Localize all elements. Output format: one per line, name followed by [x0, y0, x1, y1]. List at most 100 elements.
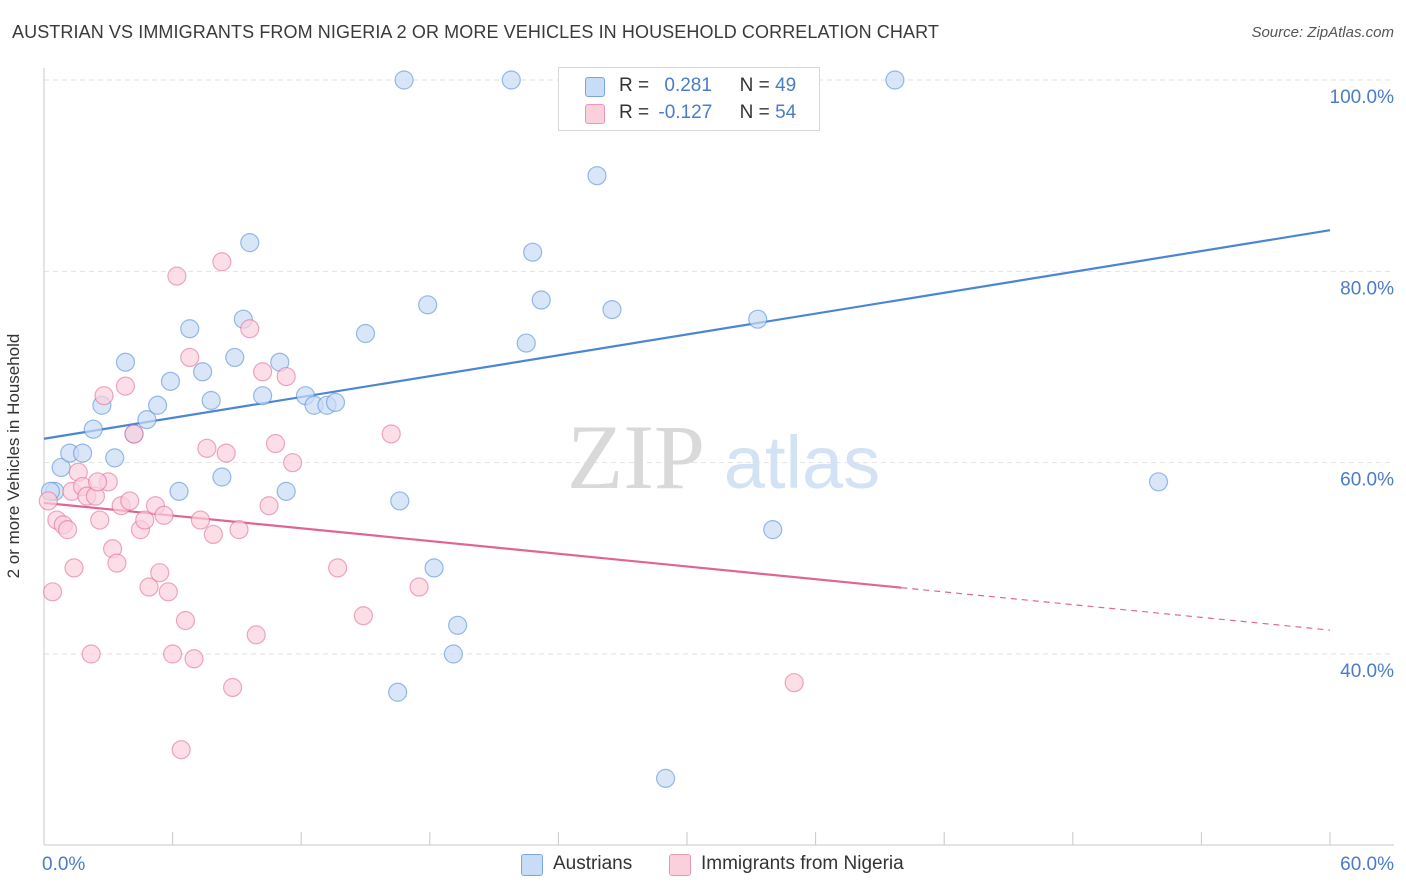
data-point	[381, 424, 401, 444]
data-point	[276, 366, 296, 387]
data-point	[105, 448, 125, 468]
data-point	[169, 481, 189, 501]
watermark: ZIP atlas	[567, 406, 880, 508]
data-point	[167, 266, 187, 286]
data-point	[418, 295, 438, 315]
data-point	[784, 673, 804, 693]
x-tick-label: 60.0%	[1340, 854, 1394, 875]
legend-r-value: -0.127	[658, 102, 713, 123]
data-point	[150, 563, 170, 583]
series-austrians	[40, 70, 1169, 788]
data-point	[163, 644, 183, 664]
legend-swatch-nigeria	[585, 104, 605, 124]
y-tick-label: 60.0%	[1340, 470, 1394, 491]
legend-label-nigeria: Immigrants from Nigeria	[701, 853, 904, 874]
grid-lines	[44, 79, 1394, 655]
tick-labels: 100.0% 80.0% 60.0% 40.0% 0.0% 60.0%	[42, 87, 1394, 875]
data-point	[216, 443, 236, 463]
data-point	[124, 424, 144, 444]
data-point	[448, 615, 468, 635]
data-point	[587, 166, 607, 186]
data-point	[355, 323, 376, 344]
data-point	[388, 682, 408, 702]
data-point	[390, 491, 410, 511]
data-point	[87, 472, 108, 492]
data-point	[137, 410, 157, 430]
data-point	[225, 347, 245, 368]
legend-swatch-austrians	[585, 77, 605, 97]
data-point	[240, 233, 260, 253]
data-point	[72, 443, 93, 463]
data-point	[259, 496, 279, 516]
legend-n-label: N =	[739, 75, 770, 96]
data-point	[94, 386, 114, 406]
data-point	[325, 392, 346, 412]
data-point	[531, 290, 551, 310]
data-point	[443, 644, 463, 664]
data-point	[154, 505, 174, 525]
watermark-zip: ZIP	[567, 406, 705, 508]
data-point	[1148, 472, 1169, 492]
y-tick-label: 80.0%	[1340, 278, 1394, 299]
data-point	[57, 520, 78, 540]
data-point	[394, 70, 414, 90]
data-point	[42, 582, 63, 602]
data-point	[283, 453, 303, 473]
data-point	[180, 319, 200, 339]
data-point	[409, 577, 429, 597]
legend-r-value: 0.281	[664, 75, 712, 96]
data-point	[253, 362, 273, 382]
data-point	[193, 362, 213, 382]
data-point	[139, 577, 159, 597]
data-point	[158, 582, 178, 602]
data-point	[175, 610, 196, 631]
legend-n-value: 54	[775, 102, 797, 123]
source-note: Source: ZipAtlas.com	[1251, 24, 1394, 41]
data-point	[81, 644, 101, 664]
data-points	[38, 70, 1169, 788]
data-point	[229, 520, 249, 540]
axes	[43, 68, 1394, 846]
data-point	[184, 649, 204, 669]
data-point	[602, 300, 622, 320]
y-tick-label: 100.0%	[1330, 87, 1395, 108]
y-axis-label: 2 or more Vehicles in Household	[4, 333, 23, 579]
data-point	[212, 252, 232, 272]
data-point	[246, 625, 266, 645]
data-point	[120, 491, 140, 511]
data-point	[180, 347, 200, 368]
legend-r-label: R =	[619, 102, 650, 123]
data-point	[115, 352, 136, 372]
data-point	[171, 740, 191, 760]
data-point	[501, 70, 521, 90]
data-point	[523, 242, 543, 262]
data-point	[212, 467, 232, 487]
y-tick-label: 40.0%	[1340, 661, 1394, 682]
series-legend: Austrians Immigrants from Nigeria	[0, 852, 1406, 878]
data-point	[276, 481, 296, 501]
data-point	[90, 510, 110, 530]
data-point	[748, 309, 768, 329]
data-point	[424, 558, 444, 578]
data-point	[135, 510, 155, 530]
data-point	[83, 419, 103, 439]
chart-title: AUSTRIAN VS IMMIGRANTS FROM NIGERIA 2 OR…	[12, 22, 939, 42]
data-point	[353, 606, 373, 626]
data-point	[655, 768, 676, 788]
legend-n-label: N =	[739, 102, 770, 123]
data-point	[190, 510, 211, 530]
data-point	[265, 433, 286, 454]
stats-legend: R = 0.281 N = 49 R = -0.127 N = 54	[558, 67, 820, 131]
data-point	[147, 395, 168, 415]
data-point	[107, 553, 127, 573]
data-point	[64, 558, 84, 578]
legend-label-austrians: Austrians	[553, 853, 633, 874]
x-tick-label: 0.0%	[42, 854, 85, 875]
data-point	[885, 70, 905, 90]
data-point	[223, 677, 243, 698]
legend-swatch-austrians	[521, 854, 543, 876]
data-point	[240, 319, 260, 339]
data-point	[763, 520, 783, 540]
data-point	[516, 333, 536, 353]
